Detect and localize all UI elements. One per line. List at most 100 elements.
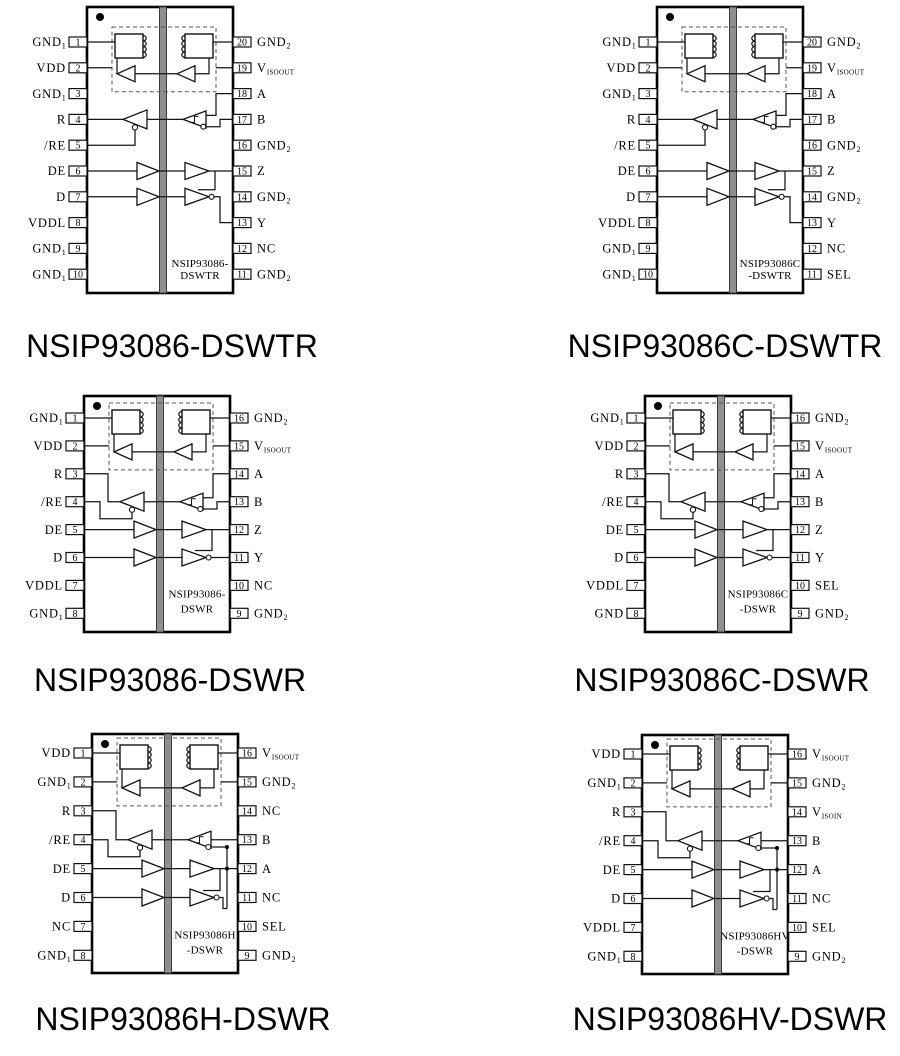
pin-number-box	[802, 139, 822, 151]
pin-number: 11	[237, 270, 247, 281]
pin-label: GND1	[602, 35, 636, 51]
pin-number: 15	[792, 778, 802, 789]
pin-1-vdd: 1 VDD	[42, 746, 93, 760]
pin-15-visoout: 15 VISOOUT	[229, 439, 291, 455]
pin-number: 9	[76, 244, 81, 255]
pin-6-d: 6D	[61, 891, 93, 905]
pin-number: 7	[76, 192, 81, 203]
pin-label: D	[611, 892, 621, 906]
pin-number: 2	[76, 63, 81, 74]
pin-number-box	[787, 748, 807, 760]
pin-5-de: 5 DE	[603, 863, 643, 877]
pin-number: 1	[631, 750, 636, 761]
pin-label: B	[262, 833, 271, 847]
pin-number: 16	[234, 414, 244, 425]
wire	[768, 171, 786, 191]
pin-number: 12	[795, 525, 805, 536]
pin-10-gnd1: 10 GND1	[32, 267, 88, 283]
pin-number-box	[623, 950, 643, 962]
pin-number: 1	[634, 414, 639, 425]
pin-label: DE	[53, 862, 71, 876]
pin-label: SEL	[815, 579, 840, 593]
pin-number-box	[232, 268, 252, 280]
pin-number: 3	[73, 469, 78, 480]
pin-number: 2	[646, 63, 651, 74]
pin-number: 13	[237, 218, 247, 229]
transformer-left-icon	[111, 409, 141, 435]
pin1-dot-icon	[96, 13, 104, 21]
pin-8-gnd: 8 GND	[595, 607, 646, 621]
pin-1-gnd1: 1 GND1	[590, 411, 646, 427]
die-label: DSWTR	[180, 270, 220, 282]
pin-number-box	[68, 87, 88, 100]
pin-label: VDD	[34, 439, 63, 453]
enable-bubble-icon	[701, 124, 709, 131]
pin-number: 10	[73, 270, 83, 281]
invert-bubble-icon	[205, 554, 212, 561]
pin-number: 13	[807, 218, 817, 229]
pin-label: VDD	[42, 746, 71, 760]
pin-number: 19	[807, 63, 817, 74]
pin-number-box	[232, 242, 252, 254]
pin-number: 1	[73, 414, 78, 425]
pin-number: 12	[237, 244, 247, 255]
pin-label: A	[815, 467, 825, 481]
pin-label: A	[257, 87, 267, 101]
enable-bubble-icon	[197, 505, 204, 513]
pin-label: B	[815, 495, 824, 509]
pin-number: 6	[73, 553, 78, 564]
figure-caption: NSIP93086C-DSWR	[574, 662, 870, 698]
pin-number: 6	[631, 894, 636, 905]
pin-number: 4	[76, 115, 81, 126]
transformer-right-icon	[742, 409, 772, 435]
pin-3-r: 3R	[612, 805, 643, 819]
wire	[765, 58, 780, 75]
pin-15-z: 15 Z	[232, 164, 265, 178]
pin-number: 8	[76, 218, 81, 229]
figure-caption: NSIP93086HV-DSWR	[572, 1001, 888, 1037]
wire	[784, 196, 803, 224]
pin-number: 14	[237, 192, 247, 203]
pin-label: DE	[603, 863, 621, 877]
pin-label: /RE	[49, 833, 71, 847]
wire	[203, 473, 230, 499]
invert-bubble-icon	[766, 554, 773, 561]
pin-9-gnd2: 9 GND2	[790, 607, 848, 622]
pin-9-gnd1: 9 GND1	[602, 242, 658, 257]
invert-bubble-icon	[208, 193, 215, 200]
pin-14-gnd2: 14 GND2	[802, 190, 860, 206]
pin-number: 14	[792, 807, 802, 818]
pin-label: A	[262, 862, 272, 876]
pin-label: GND2	[827, 138, 861, 154]
pin-number: 15	[234, 441, 244, 452]
pin-9-gnd2: 9 GND2	[237, 949, 295, 964]
invert-bubble-icon	[213, 894, 220, 901]
figure-caption: NSIP93086C-DSWTR	[567, 328, 883, 364]
enable-bubble-icon	[200, 123, 207, 130]
die-label: -DSWR	[740, 604, 777, 616]
pin-number: 12	[792, 865, 802, 876]
pin-label: R	[54, 467, 63, 481]
pin-number: 15	[807, 167, 817, 178]
wire	[642, 840, 691, 859]
pin-4-re: 4/RE	[41, 495, 85, 509]
wire	[214, 196, 233, 224]
pin-number: 19	[237, 63, 247, 74]
pin-label: R	[612, 805, 621, 819]
pin-20-gnd2: 20 GND2	[232, 35, 290, 51]
isolation-barrier-icon	[164, 733, 172, 974]
pin-number-box	[802, 36, 822, 48]
pin-6-de: 6 DE	[48, 164, 88, 178]
pin-number: 8	[634, 609, 639, 620]
figure-caption: NSIP93086-DSWR	[33, 662, 307, 698]
pin-7-nc: 7 NC	[52, 920, 93, 934]
pin-number: 3	[81, 806, 86, 817]
pin-13-b: 13 B	[787, 834, 820, 848]
pin-1-vdd: 1 VDD	[592, 747, 643, 761]
pin-label: DE	[48, 164, 66, 178]
pin-number: 7	[73, 581, 78, 592]
pin-label: VISOOUT	[815, 439, 853, 455]
pin-label: VDD	[607, 61, 636, 75]
pin-number: 4	[73, 497, 78, 508]
